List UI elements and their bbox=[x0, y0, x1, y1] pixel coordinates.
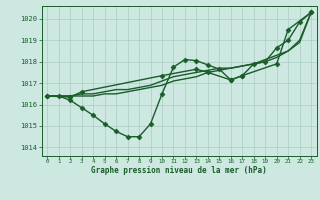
X-axis label: Graphe pression niveau de la mer (hPa): Graphe pression niveau de la mer (hPa) bbox=[91, 166, 267, 175]
